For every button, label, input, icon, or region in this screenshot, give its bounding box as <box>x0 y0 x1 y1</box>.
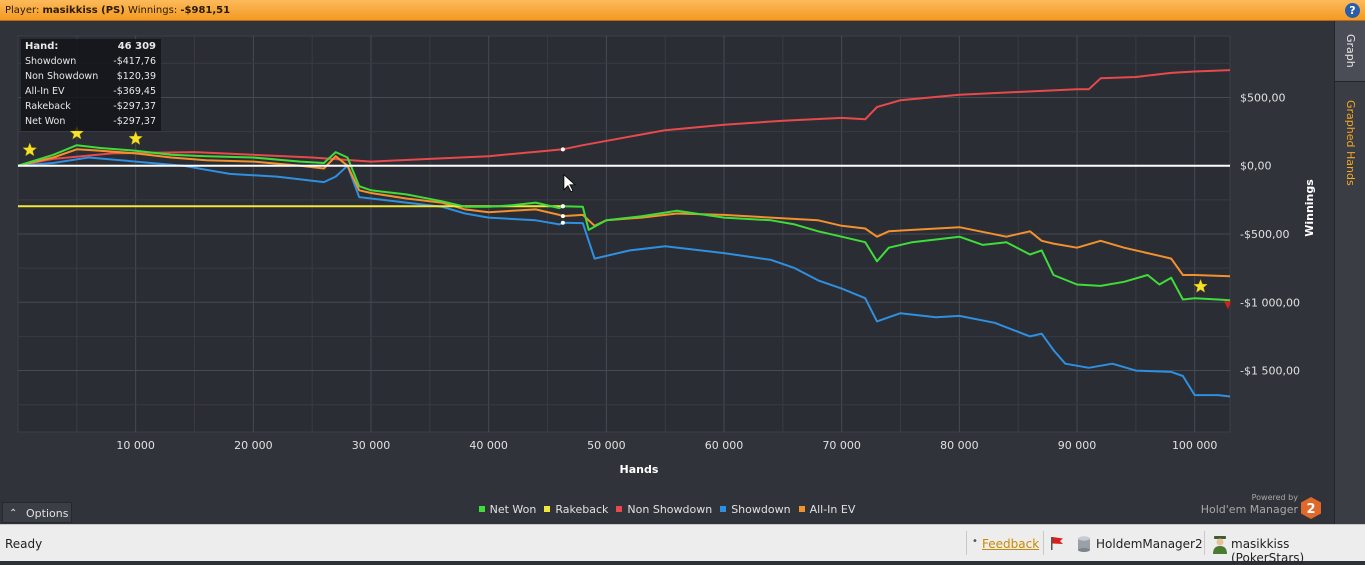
tooltip-row-showdown: Showdown -$417,76 <box>25 56 156 67</box>
tooltip-row-net-won: Net Won -$297,37 <box>25 116 156 127</box>
legend-item[interactable]: Net Won <box>478 503 537 516</box>
hand-tooltip: Hand: 46 309 Showdown -$417,76 Non Showdow… <box>21 39 161 131</box>
status-ready: Ready <box>5 537 43 551</box>
x-tick-label: 100 000 <box>1172 439 1218 452</box>
tooltip-row-non-showdown: Non Showdown $120,39 <box>25 71 156 82</box>
x-tick-label: 90 000 <box>1058 439 1097 452</box>
series-line-net-won <box>17 144 1231 302</box>
tab-graphed-hands[interactable]: Graphed Hands <box>1344 100 1357 186</box>
cursor-dot <box>560 204 565 209</box>
winnings-chart[interactable]: 10 000 20 000 30 000 40 000 50 000 60 000 70 0… <box>0 21 1334 503</box>
database-name: HoldemManager2 <box>1096 537 1203 551</box>
options-label: Options <box>26 507 69 520</box>
legend-swatch <box>720 506 727 512</box>
user-icon <box>1213 536 1227 554</box>
star-marker-icon[interactable] <box>22 142 38 157</box>
options-button[interactable]: ⌃ Options <box>2 502 72 523</box>
x-tick-label: 50 000 <box>587 439 626 452</box>
title-text: Player: masikkiss (PS) Winnings: -$981,5… <box>5 0 230 21</box>
powered-by-text: Powered by <box>1251 493 1298 502</box>
legend-item[interactable]: Rakeback <box>544 503 608 516</box>
legend-label: Net Won <box>489 503 537 516</box>
tab-graph[interactable]: Graph <box>1335 21 1365 82</box>
tooltip-row-allin-ev: All-In EV -$369,45 <box>25 86 156 97</box>
series-line-showdown <box>17 156 1231 398</box>
mouse-cursor-icon <box>563 173 576 193</box>
chevron-up-icon: ⌃ <box>9 508 18 519</box>
star-marker-icon[interactable] <box>1193 278 1208 293</box>
star-marker-icon[interactable] <box>128 130 143 145</box>
legend-swatch <box>798 506 805 512</box>
player-name: masikkiss (PS) <box>42 5 125 16</box>
status-separator <box>966 531 967 555</box>
winnings-label: Winnings: <box>128 5 178 16</box>
bullet-icon: • <box>972 536 978 547</box>
red-flag-icon[interactable] <box>1050 537 1064 550</box>
y-tick-label: $0,00 <box>1240 160 1272 173</box>
x-tick-label: 10 000 <box>116 439 155 452</box>
y-tick-label: $500,00 <box>1240 91 1286 104</box>
status-separator <box>1043 531 1044 555</box>
legend-item[interactable]: All-In EV <box>798 503 856 516</box>
star-marker-icon[interactable] <box>69 125 85 140</box>
x-tick-label: 20 000 <box>234 439 273 452</box>
legend-swatch <box>478 506 485 512</box>
y-tick-label: -$1 000,00 <box>1240 296 1300 309</box>
y-tick-label: -$500,00 <box>1240 228 1289 241</box>
feedback-link[interactable]: Feedback <box>982 537 1040 551</box>
hm2-logo-icon: 2 <box>1301 497 1321 519</box>
cursor-dot <box>560 147 565 152</box>
cursor-dot <box>560 220 565 225</box>
side-tabs: Graph Graphed Hands <box>1334 21 1365 524</box>
x-tick-label: 40 000 <box>469 439 508 452</box>
series-line-non-showdown <box>17 69 1231 167</box>
x-tick-label: 60 000 <box>705 439 744 452</box>
end-marker-icon <box>1224 301 1231 310</box>
x-tick-label: 30 000 <box>352 439 391 452</box>
legend-label: Rakeback <box>555 503 609 516</box>
legend-label: All-In EV <box>809 503 856 516</box>
legend-item[interactable]: Showdown <box>720 503 791 516</box>
powered-by: Powered by Hold'em Manager <box>1198 493 1298 521</box>
x-tick-label: 70 000 <box>822 439 861 452</box>
status-bar: Ready • Feedback HoldemManager2 masikkis… <box>0 524 1365 565</box>
legend-label: Non Showdown <box>627 503 713 516</box>
x-tick-label: 80 000 <box>940 439 979 452</box>
legend-swatch <box>616 506 623 512</box>
y-tick-label: -$1 500,00 <box>1240 365 1300 378</box>
cursor-dot <box>560 214 565 219</box>
product-name: Hold'em Manager <box>1200 503 1298 516</box>
hm2-logo-text: 2 <box>1306 502 1315 517</box>
tooltip-row-hand: Hand: 46 309 <box>25 41 156 52</box>
chart-legend: Net Won Rakeback Non Showdown Showdown All-I… <box>0 503 1334 519</box>
legend-swatch <box>544 506 551 512</box>
title-bar: Player: masikkiss (PS) Winnings: -$981,5… <box>0 0 1365 21</box>
question-icon[interactable]: ? <box>1345 3 1360 18</box>
x-axis-label: Hands <box>620 463 659 476</box>
tooltip-row-rakeback: Rakeback -$297,37 <box>25 101 156 112</box>
database-icon <box>1078 536 1090 552</box>
player-label: Player: <box>5 5 40 16</box>
y-axis-label: Winnings <box>1303 179 1316 237</box>
winnings-value: -$981,51 <box>180 5 231 16</box>
legend-item[interactable]: Non Showdown <box>616 503 712 516</box>
status-separator <box>1204 531 1205 555</box>
legend-label: Showdown <box>731 503 791 516</box>
